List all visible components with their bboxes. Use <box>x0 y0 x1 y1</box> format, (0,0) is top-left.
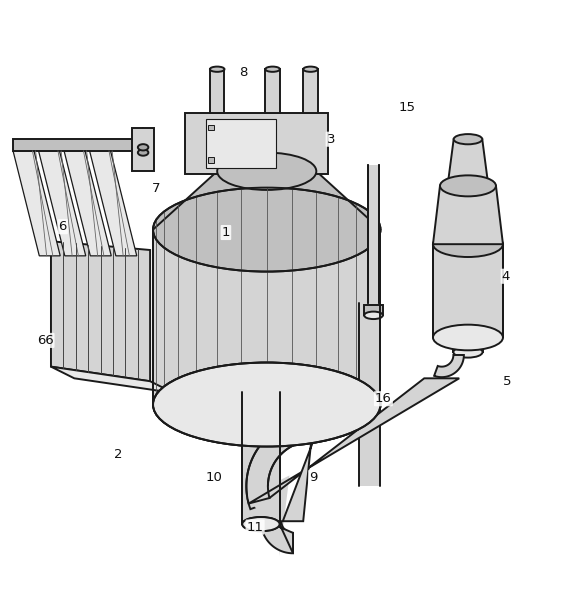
Ellipse shape <box>265 67 280 72</box>
Polygon shape <box>39 151 86 256</box>
Polygon shape <box>246 419 314 509</box>
Polygon shape <box>433 186 503 244</box>
Polygon shape <box>153 229 380 405</box>
Text: 10: 10 <box>206 471 223 484</box>
Polygon shape <box>206 119 275 168</box>
Polygon shape <box>90 151 137 256</box>
Ellipse shape <box>242 517 280 531</box>
Text: 7: 7 <box>152 182 160 195</box>
Polygon shape <box>433 244 503 338</box>
Text: 1: 1 <box>222 226 230 239</box>
Ellipse shape <box>454 347 482 358</box>
Text: 6: 6 <box>59 220 67 233</box>
Text: 5: 5 <box>503 374 512 388</box>
Ellipse shape <box>433 325 503 350</box>
Ellipse shape <box>138 144 148 151</box>
Polygon shape <box>359 302 380 486</box>
Text: 9: 9 <box>309 471 318 484</box>
Ellipse shape <box>440 175 496 197</box>
Ellipse shape <box>138 149 148 155</box>
Polygon shape <box>280 524 293 554</box>
Ellipse shape <box>242 385 280 399</box>
Text: 16: 16 <box>375 392 392 405</box>
Text: 66: 66 <box>37 334 53 347</box>
Polygon shape <box>434 355 464 377</box>
Text: 4: 4 <box>502 270 510 283</box>
Ellipse shape <box>210 67 224 72</box>
Text: 11: 11 <box>247 520 264 534</box>
Polygon shape <box>64 151 111 256</box>
Polygon shape <box>51 241 150 381</box>
FancyBboxPatch shape <box>209 157 214 163</box>
Polygon shape <box>368 165 379 302</box>
Polygon shape <box>13 139 136 151</box>
Ellipse shape <box>242 517 280 531</box>
Ellipse shape <box>454 134 482 145</box>
Polygon shape <box>283 419 314 522</box>
Ellipse shape <box>153 188 380 272</box>
Ellipse shape <box>153 362 380 446</box>
Polygon shape <box>364 306 383 315</box>
Polygon shape <box>454 338 482 352</box>
Polygon shape <box>132 128 154 171</box>
Text: 2: 2 <box>114 448 122 460</box>
Ellipse shape <box>217 152 316 190</box>
Text: 15: 15 <box>398 100 415 114</box>
Polygon shape <box>246 476 289 556</box>
Polygon shape <box>13 151 60 256</box>
Polygon shape <box>185 113 328 174</box>
Polygon shape <box>153 171 380 229</box>
Ellipse shape <box>153 362 380 446</box>
Polygon shape <box>242 392 280 524</box>
Polygon shape <box>210 69 224 113</box>
Ellipse shape <box>364 312 383 319</box>
Ellipse shape <box>303 67 318 72</box>
Ellipse shape <box>433 231 503 257</box>
FancyBboxPatch shape <box>209 125 214 131</box>
Polygon shape <box>265 69 280 113</box>
Text: 3: 3 <box>326 132 335 146</box>
Polygon shape <box>248 378 459 503</box>
Polygon shape <box>51 367 173 393</box>
Text: 8: 8 <box>239 65 248 79</box>
Polygon shape <box>261 522 293 554</box>
Polygon shape <box>303 69 318 113</box>
Polygon shape <box>448 139 488 186</box>
